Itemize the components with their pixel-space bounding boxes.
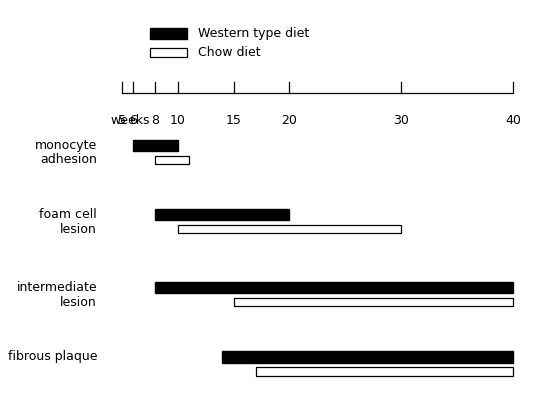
Text: lesion: lesion: [60, 296, 97, 309]
Text: intermediate: intermediate: [17, 281, 97, 294]
Text: adhesion: adhesion: [40, 153, 97, 166]
Bar: [256, 367, 513, 375]
Bar: [150, 28, 187, 39]
Text: 15: 15: [226, 114, 241, 127]
Text: 10: 10: [169, 114, 185, 127]
Text: 8: 8: [151, 114, 160, 127]
Text: foam cell: foam cell: [39, 208, 97, 221]
Text: Chow diet: Chow diet: [198, 46, 261, 59]
Text: lesion: lesion: [60, 222, 97, 236]
Bar: [233, 298, 513, 306]
Bar: [150, 48, 187, 57]
Bar: [133, 139, 178, 151]
Bar: [155, 156, 189, 164]
Text: 20: 20: [282, 114, 298, 127]
Bar: [222, 351, 513, 362]
Text: Western type diet: Western type diet: [198, 27, 309, 40]
Text: 40: 40: [505, 114, 521, 127]
Text: monocyte: monocyte: [35, 139, 97, 152]
Text: 30: 30: [394, 114, 409, 127]
Text: fibrous plaque: fibrous plaque: [8, 350, 97, 363]
Bar: [155, 282, 513, 293]
Bar: [178, 225, 401, 233]
Text: 6: 6: [129, 114, 137, 127]
Text: 5: 5: [118, 114, 126, 127]
Bar: [155, 209, 289, 220]
Text: weeks: weeks: [110, 114, 150, 127]
